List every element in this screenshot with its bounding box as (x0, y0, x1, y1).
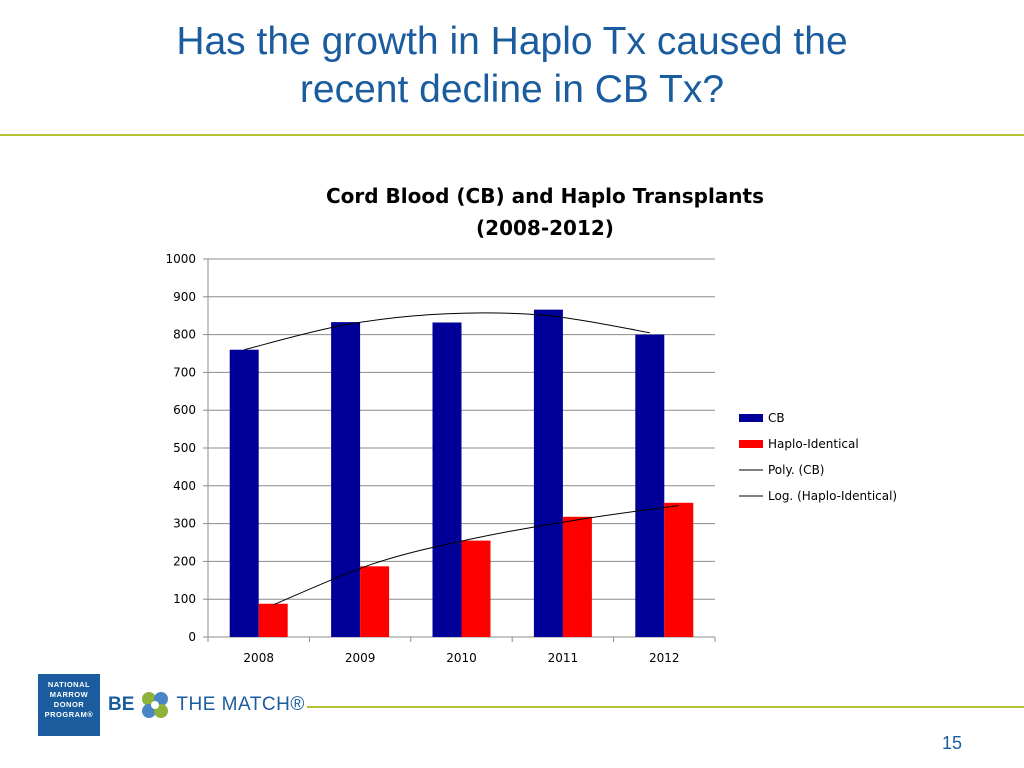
y-tick-label: 1000 (165, 252, 196, 266)
x-tick-label: 2008 (243, 651, 274, 665)
slide-title-line-1: Has the growth in Haplo Tx caused the (176, 20, 848, 63)
y-tick-label: 100 (173, 592, 196, 606)
legend-poly-cb-label: Poly. (CB) (768, 463, 824, 477)
be-the-match-be-text: BE (108, 694, 135, 715)
legend-cb-swatch (739, 414, 763, 422)
y-tick-label: 800 (173, 328, 196, 342)
x-tick-label: 2012 (649, 651, 680, 665)
y-tick-label: 600 (173, 403, 196, 417)
x-tick-label: 2011 (548, 651, 579, 665)
haplo-bar (360, 566, 390, 637)
y-tick-label: 400 (173, 479, 196, 493)
y-tick-label: 900 (173, 290, 196, 304)
chart-title: Cord Blood (CB) and Haplo Transplants (2… (220, 180, 870, 244)
chart-area: Cord Blood (CB) and Haplo Transplants (2… (0, 170, 1024, 670)
be-the-match-match-text: THE MATCH® (176, 694, 305, 715)
be-the-match-logo: BE THE MATCH® (108, 688, 308, 722)
cb-bar (635, 334, 665, 637)
cb-bar (229, 349, 259, 637)
footer-divider (307, 706, 1024, 708)
slide-title: Has the growth in Haplo Tx caused the re… (0, 18, 1024, 114)
chart-title-line-1: Cord Blood (CB) and Haplo Transplants (325, 184, 765, 208)
nmdp-logo-line: NATIONAL (47, 680, 91, 689)
cb-bar (331, 322, 361, 637)
haplo-bar (664, 502, 694, 637)
x-tick-label: 2010 (446, 651, 477, 665)
y-tick-label: 700 (173, 365, 196, 379)
cb-bar (533, 309, 563, 637)
bar-chart: 0 100 200 300 400 500 600 700 800 900 1000 2008 2009… (165, 252, 897, 665)
nmdp-logo-line: PROGRAM® (44, 710, 94, 719)
haplo-bar (258, 603, 288, 637)
y-tick-label: 200 (173, 554, 196, 568)
cb-poly-trendline (244, 312, 650, 351)
legend-cb-label: CB (768, 411, 785, 425)
title-divider (0, 134, 1024, 136)
x-tick-label: 2009 (345, 651, 376, 665)
legend-haplo-swatch (739, 440, 763, 448)
chart-title-line-2: (2008-2012) (476, 216, 614, 240)
page-number: 15 (941, 733, 962, 753)
cb-bar (432, 322, 462, 637)
nmdp-logo: NATIONAL MARROW DONOR PROGRAM® (38, 674, 100, 736)
legend-haplo-label: Haplo-Identical (768, 437, 859, 451)
y-tick-label: 500 (173, 441, 196, 455)
slide-title-line-2: recent decline in CB Tx? (299, 68, 725, 111)
flower-icon (142, 692, 169, 718)
legend-log-haplo-label: Log. (Haplo-Identical) (768, 489, 897, 503)
haplo-log-trendline (273, 504, 679, 606)
nmdp-logo-line: MARROW (49, 690, 89, 699)
nmdp-logo-line: DONOR (53, 700, 85, 709)
y-tick-label: 0 (188, 630, 196, 644)
haplo-bar (461, 540, 491, 637)
haplo-bar (562, 516, 592, 637)
y-tick-label: 300 (173, 517, 196, 531)
